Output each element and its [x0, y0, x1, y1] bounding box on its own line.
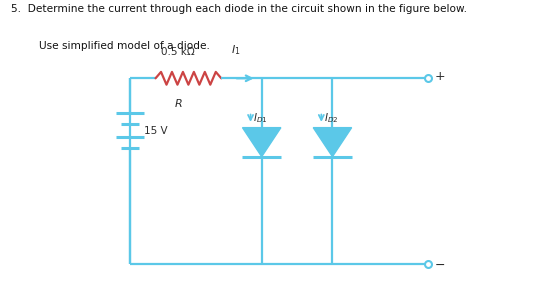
Text: $R$: $R$ [174, 97, 182, 109]
Text: Use simplified model of a diode.: Use simplified model of a diode. [39, 40, 210, 51]
Text: $I_{D1}$: $I_{D1}$ [253, 111, 268, 125]
Text: $I_1$: $I_1$ [231, 43, 241, 57]
Text: +: + [435, 70, 445, 83]
Polygon shape [242, 128, 281, 157]
Polygon shape [313, 128, 352, 157]
Text: 5.  Determine the current through each diode in the circuit shown in the figure : 5. Determine the current through each di… [12, 4, 467, 14]
Text: $I_{D2}$: $I_{D2}$ [324, 111, 338, 125]
Text: 0.5 kΩ: 0.5 kΩ [162, 47, 195, 57]
Text: −: − [435, 259, 445, 272]
Text: 15 V: 15 V [145, 125, 168, 136]
